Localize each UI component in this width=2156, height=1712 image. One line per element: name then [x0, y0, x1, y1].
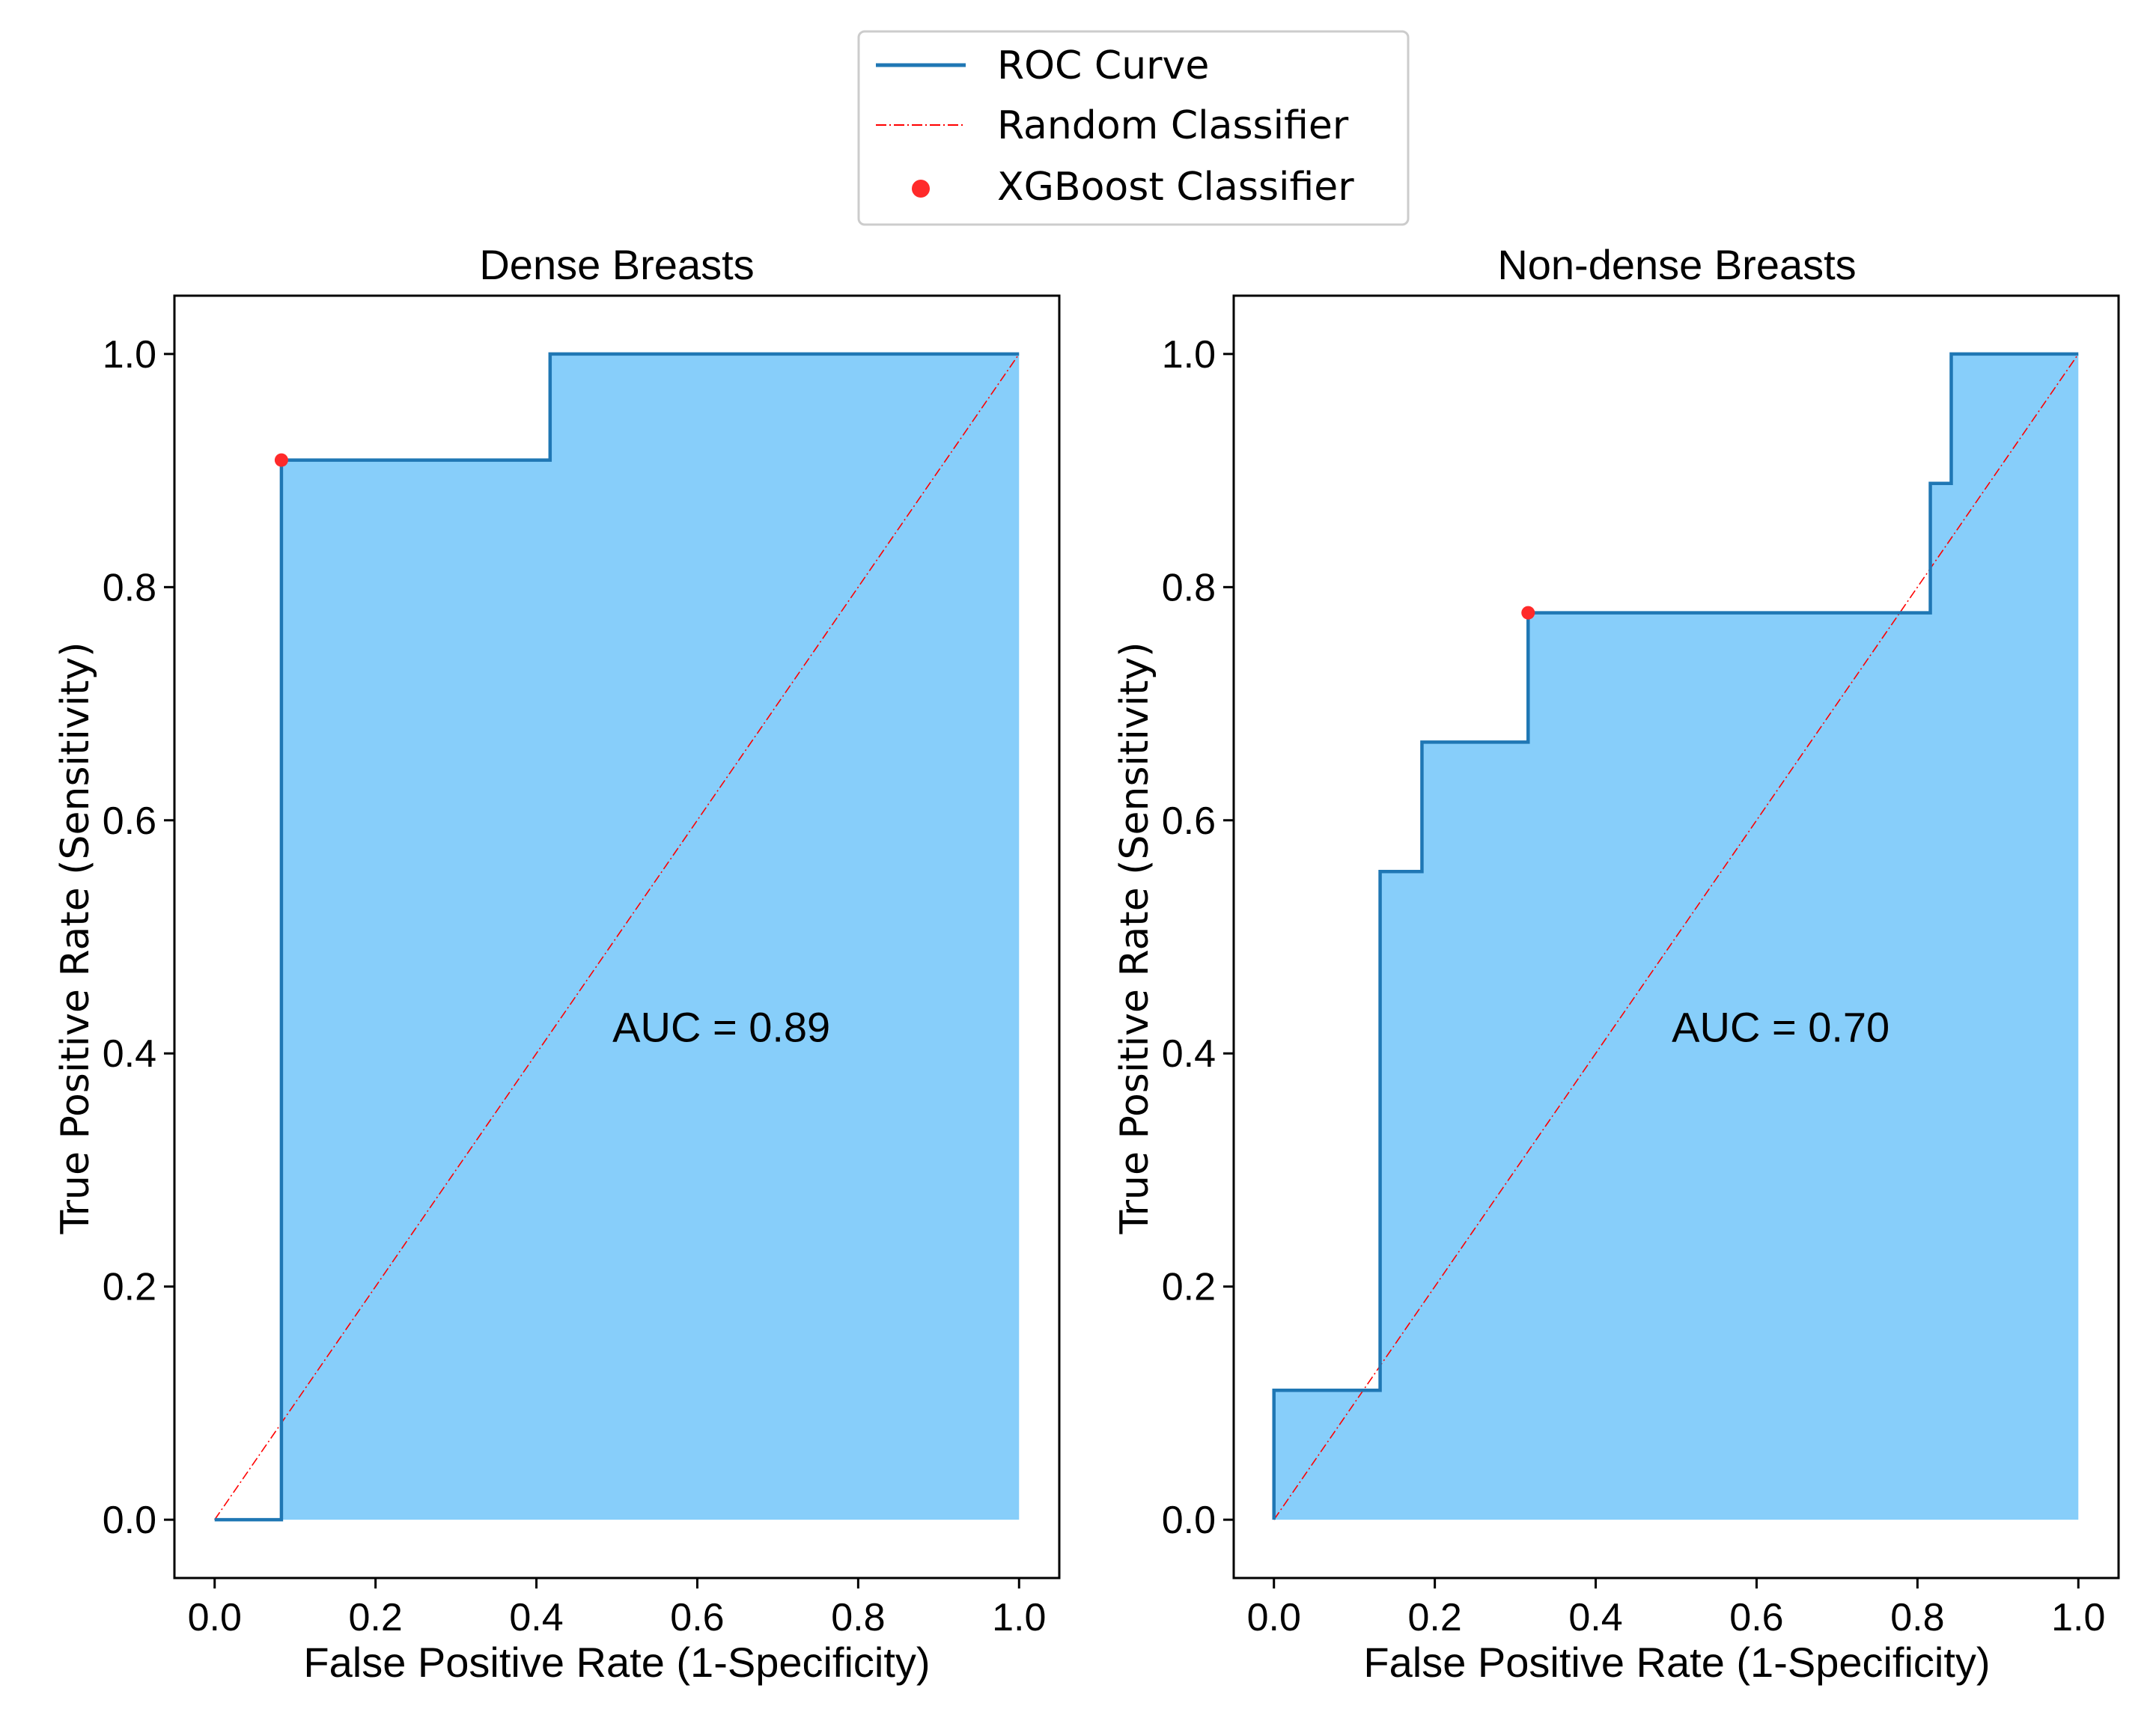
- x-tick-label: 1.0: [992, 1596, 1046, 1639]
- y-tick-label: 0.8: [1162, 566, 1216, 609]
- legend-point-marker: [912, 180, 930, 198]
- x-tick-label: 0.0: [1247, 1596, 1301, 1639]
- x-tick-label: 0.8: [831, 1596, 885, 1639]
- plot-area: [214, 352, 1020, 1522]
- y-tick-label: 0.0: [103, 1499, 156, 1542]
- tick-group: 0.0 0.2 0.4 0.6 0.8 1.0 0.0 0.2 0.4 0.6 0.8 1.0: [103, 333, 1047, 1639]
- plot-area: [1272, 352, 2079, 1520]
- panel-title: Dense Breasts: [479, 241, 754, 288]
- y-tick-label: 1.0: [1162, 333, 1216, 377]
- y-tick-label: 0.4: [103, 1032, 156, 1076]
- y-tick-label: 0.6: [103, 799, 156, 843]
- xgboost-point: [1521, 606, 1535, 620]
- x-tick-label: 0.6: [670, 1596, 724, 1639]
- auc-annotation: AUC = 0.89: [612, 1004, 830, 1051]
- legend-random-label: Random Classifier: [997, 103, 1349, 148]
- legend: ROC Curve Random Classifier XGBoost Clas…: [857, 30, 1410, 226]
- y-tick-label: 0.6: [1162, 799, 1216, 843]
- panel-dense-breasts: Dense Breasts False Positive Rate (1-Spe…: [53, 241, 1061, 1686]
- y-axis-label: True Positive Rate (Sensitivity): [53, 642, 98, 1234]
- x-tick-label: 0.8: [1890, 1596, 1944, 1639]
- y-tick-label: 0.0: [1162, 1499, 1216, 1542]
- x-tick-label: 0.2: [348, 1596, 402, 1639]
- y-tick-label: 0.2: [103, 1266, 156, 1309]
- panel-non-dense-breasts: Non-dense Breasts False Positive Rate (1…: [1112, 241, 2120, 1686]
- axes-frame: [173, 294, 1061, 1580]
- legend-point-label: XGBoost Classifier: [997, 165, 1354, 210]
- x-tick-label: 1.0: [2051, 1596, 2105, 1639]
- x-tick-label: 0.4: [1568, 1596, 1622, 1639]
- x-tick-label: 0.2: [1407, 1596, 1461, 1639]
- x-axis-label: False Positive Rate (1-Specificity): [1363, 1639, 1990, 1686]
- y-tick-label: 0.4: [1162, 1032, 1216, 1076]
- x-tick-label: 0.6: [1729, 1596, 1783, 1639]
- tick-group: 0.0 0.2 0.4 0.6 0.8 1.0 0.0 0.2 0.4 0.6 0.8 1.0: [1162, 333, 2106, 1639]
- xgboost-point: [274, 453, 288, 467]
- legend-roc-label: ROC Curve: [997, 43, 1209, 88]
- random-classifier-line: [214, 353, 1020, 1520]
- x-tick-label: 0.0: [188, 1596, 242, 1639]
- axes-frame: [1232, 294, 2120, 1580]
- roc-curve: [214, 352, 1020, 1522]
- panel-title: Non-dense Breasts: [1497, 241, 1856, 288]
- random-classifier-line: [1273, 353, 2079, 1520]
- y-tick-label: 0.8: [103, 566, 156, 609]
- y-tick-label: 1.0: [103, 333, 156, 377]
- roc-curve: [1272, 352, 2079, 1520]
- x-tick-label: 0.4: [509, 1596, 563, 1639]
- auc-annotation: AUC = 0.70: [1672, 1004, 1889, 1051]
- x-axis-label: False Positive Rate (1-Specificity): [303, 1639, 930, 1686]
- legend-frame: [857, 30, 1410, 226]
- y-tick-label: 0.2: [1162, 1266, 1216, 1309]
- y-axis-label: True Positive Rate (Sensitivity): [1112, 642, 1157, 1234]
